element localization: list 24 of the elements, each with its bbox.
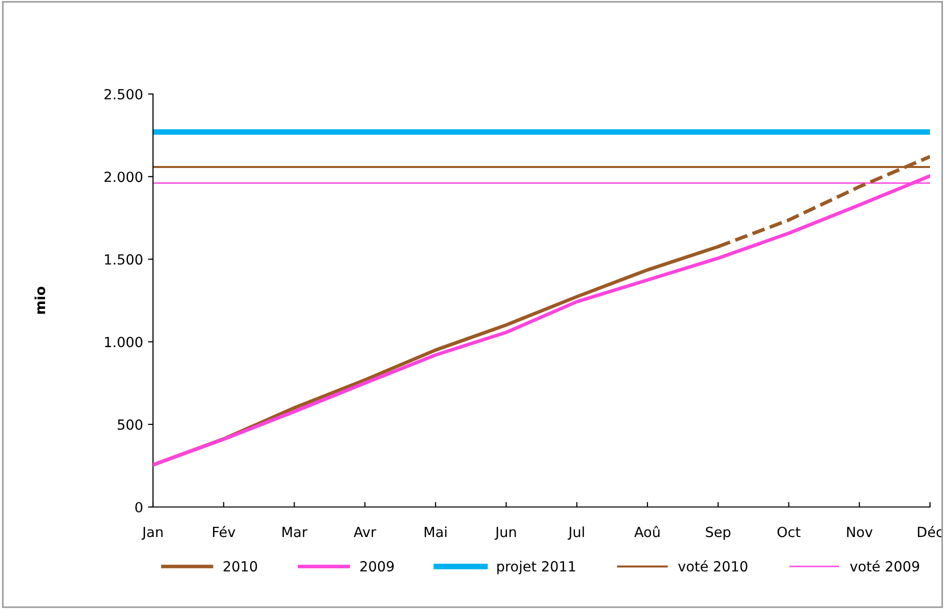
x-tick-label: Fév (213, 526, 236, 538)
y-tick-label: 0 (135, 502, 142, 512)
legend-label: 2009 (360, 561, 394, 572)
x-tick-label: Jun (494, 526, 516, 540)
x-tick-label: Jan (142, 526, 163, 540)
x-tick-label: Nov (847, 526, 872, 538)
legend-label: 2010 (224, 561, 258, 572)
x-tick-label: Mar (282, 526, 308, 538)
x-tick-label: Déc (918, 526, 943, 538)
y-tick-label: 2.000 (104, 172, 142, 182)
y-tick-label: 500 (118, 419, 142, 430)
legend-label: projet 2011 (497, 560, 576, 574)
x-tick-label: Aoû (634, 526, 660, 538)
x-tick-label: Oct (778, 526, 800, 538)
y-tick-label: 1.000 (105, 336, 142, 348)
y-tick-label: 2.500 (104, 88, 142, 100)
x-tick-label: Jul (568, 526, 584, 540)
legend-label: voté 2010 (678, 560, 748, 572)
legend-label: voté 2009 (850, 560, 920, 572)
y-axis-title: mio (34, 286, 46, 314)
y-tick-label: 1.500 (105, 254, 142, 265)
x-tick-label: Mai (424, 526, 446, 538)
x-tick-label: Sep (706, 526, 730, 540)
x-tick-label: Avr (354, 526, 376, 537)
